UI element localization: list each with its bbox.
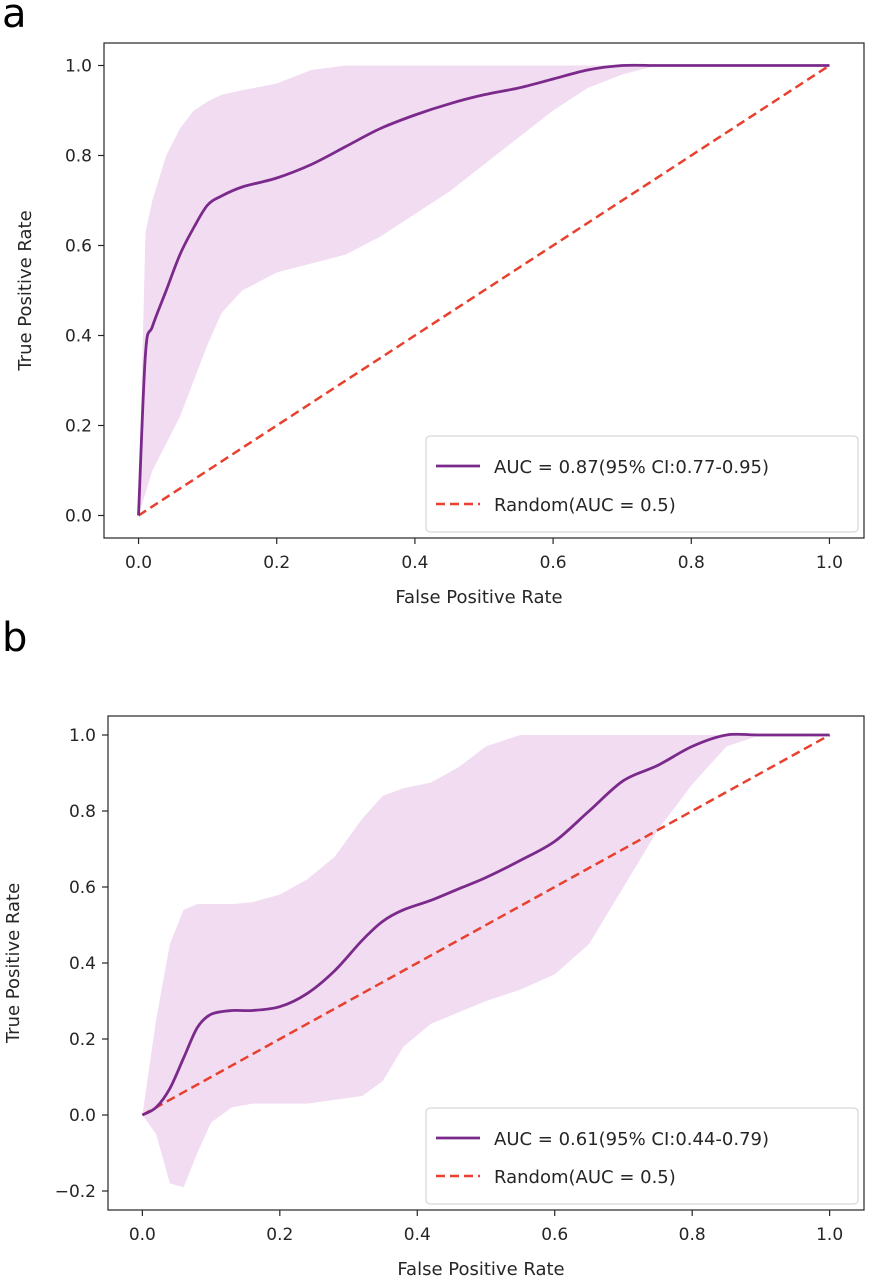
legend-random-label: Random(AUC = 0.5) xyxy=(494,1167,676,1188)
x-axis-label: False Positive Rate xyxy=(395,587,562,608)
x-tick-label: 0.8 xyxy=(679,1225,706,1245)
y-tick-label: 0.4 xyxy=(69,954,96,974)
y-tick-label: 0.6 xyxy=(65,237,92,257)
y-tick-label: 0.2 xyxy=(65,417,92,437)
x-tick-label: 0.4 xyxy=(401,553,428,573)
y-tick-label: 0.6 xyxy=(69,878,96,898)
y-tick-label: 1.0 xyxy=(69,726,96,746)
panel-b-label: b xyxy=(2,615,28,661)
axes-frame xyxy=(103,42,865,539)
legend-box xyxy=(425,1107,859,1205)
y-tick-label: 0.8 xyxy=(69,802,96,822)
legend-roc-label: AUC = 0.87(95% CI:0.77-0.95) xyxy=(494,457,769,478)
y-tick-label: 0.0 xyxy=(65,507,92,527)
panel-a-label: a xyxy=(2,0,27,37)
legend-roc-label: AUC = 0.61(95% CI:0.44-0.79) xyxy=(494,1129,769,1150)
x-axis-label: False Positive Rate xyxy=(397,1259,564,1280)
y-axis-label: True Positive Rate xyxy=(3,883,24,1044)
y-tick-label: −0.2 xyxy=(55,1182,96,1202)
y-axis-label: True Positive Rate xyxy=(15,210,36,371)
x-tick-label: 0.0 xyxy=(129,1225,156,1245)
x-tick-label: 1.0 xyxy=(816,553,843,573)
ci-band xyxy=(142,735,830,1188)
y-tick-label: 0.4 xyxy=(65,327,92,347)
x-tick-label: 0.2 xyxy=(263,553,290,573)
random-line xyxy=(141,733,831,1117)
x-tick-label: 0.4 xyxy=(404,1225,431,1245)
x-tick-label: 0.6 xyxy=(541,1225,568,1245)
y-tick-label: 1.0 xyxy=(65,57,92,77)
x-tick-label: 0.2 xyxy=(266,1225,293,1245)
y-tick-label: 0.8 xyxy=(65,147,92,167)
x-tick-label: 0.8 xyxy=(678,553,705,573)
roc-curve xyxy=(141,732,830,1117)
legend-box xyxy=(425,435,859,533)
x-tick-label: 0.0 xyxy=(125,553,152,573)
roc-curve xyxy=(137,63,830,516)
ci-band xyxy=(138,65,830,516)
x-tick-label: 1.0 xyxy=(816,1225,843,1245)
random-line xyxy=(137,64,831,517)
y-tick-label: 0.0 xyxy=(69,1106,96,1126)
roc-chart-a: 0.0 0.2 0.4 0.6 0.8 1.0 0.0 0.2 0.4 0.6 0.8 1.0 Fals… xyxy=(15,42,865,608)
y-tick-label: 0.2 xyxy=(69,1030,96,1050)
x-tick-label: 0.6 xyxy=(540,553,567,573)
legend-random-label: Random(AUC = 0.5) xyxy=(494,495,676,516)
